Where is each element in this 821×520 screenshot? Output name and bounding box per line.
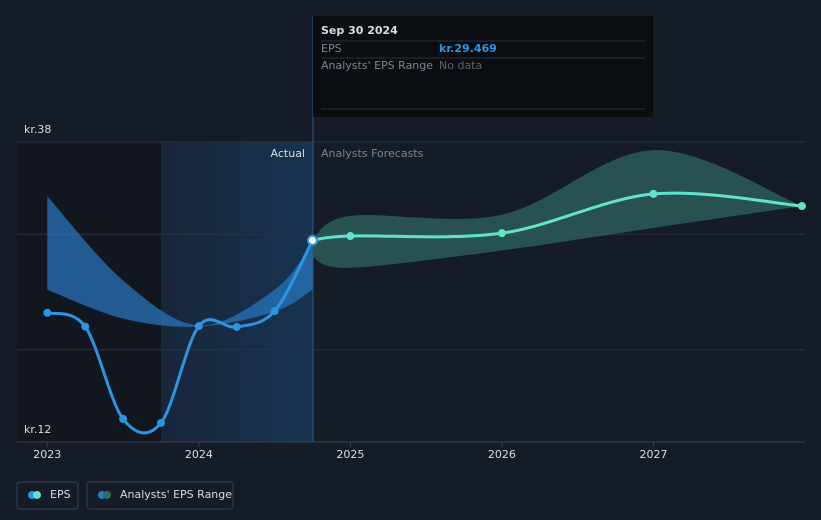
legend-label[interactable]: Analysts' EPS Range (120, 488, 232, 501)
tooltip: Sep 30 2024 EPS kr.29.469 Analysts' EPS … (313, 16, 653, 117)
eps-point (194, 322, 203, 331)
tooltip-label: EPS (321, 42, 342, 55)
eps-point (497, 229, 506, 238)
hover-point (307, 234, 318, 246)
eps-point (270, 307, 279, 316)
range-area (312, 150, 802, 268)
eps-point (232, 322, 241, 331)
eps-point (797, 202, 806, 211)
x-tick-label: 2027 (639, 448, 667, 461)
tooltip-value: kr.29.469 (439, 42, 497, 55)
eps-point (43, 308, 52, 317)
tooltip-value: No data (439, 59, 482, 72)
legend-item[interactable] (86, 481, 234, 510)
eps-point (346, 232, 355, 241)
y-tick-label: kr.38 (24, 123, 51, 136)
eps-point (156, 418, 165, 427)
tooltip-label: Analysts' EPS Range (321, 59, 433, 72)
tooltip-date: Sep 30 2024 (321, 24, 398, 37)
x-tick-label: 2023 (33, 448, 61, 461)
legend-swatch (33, 491, 41, 499)
eps-point (119, 414, 128, 423)
eps-point (81, 322, 90, 331)
eps-point (649, 189, 658, 198)
legend-item[interactable] (16, 481, 79, 510)
range-area (47, 196, 313, 327)
x-tick-label: 2025 (336, 448, 364, 461)
legend-label[interactable]: EPS (50, 488, 71, 501)
legend-swatch (103, 491, 111, 499)
actual-label: Actual (271, 147, 305, 160)
x-tick-label: 2024 (185, 448, 213, 461)
tooltip-box (313, 16, 653, 117)
x-tick-label: 2026 (488, 448, 516, 461)
forecast-label: Analysts Forecasts (321, 147, 424, 160)
eps-line (46, 239, 314, 435)
y-tick-label: kr.12 (24, 423, 51, 436)
legend: EPS Analysts' EPS Range (16, 481, 234, 510)
